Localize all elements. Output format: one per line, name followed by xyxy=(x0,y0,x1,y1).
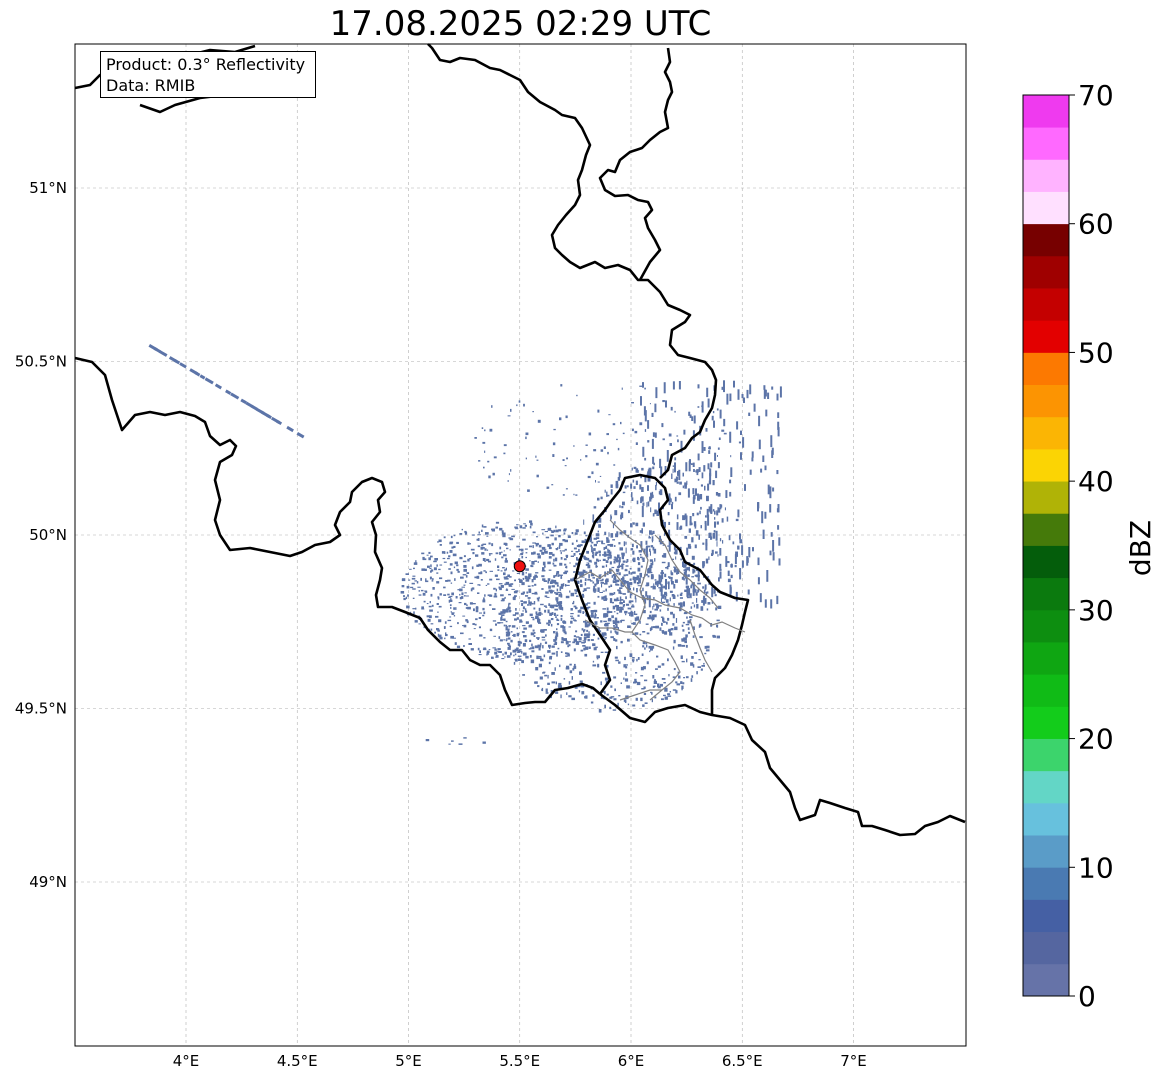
radar-site-dot xyxy=(513,560,526,573)
colorbar-segment xyxy=(1023,706,1069,739)
border-nl-pocket xyxy=(598,47,674,281)
colorbar-segment xyxy=(1023,127,1069,160)
lon-tick-label: 6°E xyxy=(618,1052,645,1070)
colorbar-tick-label: 20 xyxy=(1078,723,1114,756)
longitude-ticks: 4°E 4.5°E 5°E 5.5°E 6°E 6.5°E 7°E xyxy=(173,1052,867,1070)
colorbar-segment xyxy=(1023,770,1069,804)
lat-tick-label: 50°N xyxy=(29,526,67,544)
lon-tick-label: 6.5°E xyxy=(722,1052,763,1070)
colorbar-segment xyxy=(1023,545,1069,579)
lon-tick-label: 4°E xyxy=(173,1052,200,1070)
colorbar-segment xyxy=(1023,931,1069,965)
colorbar-segment xyxy=(1023,481,1069,514)
colorbar-segment xyxy=(1023,835,1069,868)
colorbar-segment xyxy=(1023,352,1069,386)
colorbar-tick-label: 0 xyxy=(1078,980,1096,1013)
colorbar-segment xyxy=(1023,191,1069,225)
colorbar-segment xyxy=(1023,899,1069,933)
colorbar-tick-label: 40 xyxy=(1078,465,1114,498)
colorbar-segment xyxy=(1023,416,1069,450)
colorbar-segment xyxy=(1023,674,1069,707)
colorbar-segment xyxy=(1023,867,1069,900)
radar-site-marker xyxy=(513,560,526,573)
map-title: 17.08.2025 02:29 UTC xyxy=(329,4,712,44)
lon-tick-label: 7°E xyxy=(840,1052,867,1070)
province-borders xyxy=(574,519,746,701)
product-text: Product: 0.3° Reflectivity xyxy=(106,55,306,74)
colorbar-segment xyxy=(1023,963,1069,997)
colorbar-segment xyxy=(1023,288,1069,321)
latitude-ticks: 51°N 50.5°N 50°N 49.5°N 49°N xyxy=(15,179,67,891)
colorbar-segment xyxy=(1023,802,1069,836)
colorbar-tick-label: 50 xyxy=(1078,336,1114,369)
colorbar-segment xyxy=(1023,223,1069,257)
graticule xyxy=(75,44,966,1046)
lat-tick-label: 51°N xyxy=(29,179,67,197)
colorbar-segment xyxy=(1023,320,1069,353)
lon-tick-label: 5°E xyxy=(395,1052,422,1070)
colorbar-tick-label: 10 xyxy=(1078,851,1114,884)
colorbar-segment xyxy=(1023,159,1069,192)
info-box: Product: 0.3° Reflectivity Data: RMIB xyxy=(100,51,316,98)
map-frame xyxy=(74,43,967,1047)
data-source-text: Data: RMIB xyxy=(106,76,196,95)
lat-tick-label: 49.5°N xyxy=(15,700,67,718)
lon-tick-label: 4.5°E xyxy=(277,1052,318,1070)
colorbar-segment xyxy=(1023,448,1069,482)
colorbar-tick-label: 70 xyxy=(1078,79,1114,112)
border-lux-west xyxy=(573,473,750,715)
colorbar-tick-label: 30 xyxy=(1078,594,1114,627)
colorbar-label: dBZ xyxy=(1124,520,1157,576)
colorbar-segment xyxy=(1023,255,1069,289)
border-de-east xyxy=(427,43,718,479)
lat-tick-label: 49°N xyxy=(29,873,67,891)
colorbar-segment xyxy=(1023,95,1069,128)
colorbar-segment xyxy=(1023,577,1069,611)
radar-echoes xyxy=(148,344,782,745)
colorbar-segment xyxy=(1023,513,1069,546)
colorbar-segment xyxy=(1023,609,1069,643)
colorbar-segment xyxy=(1023,642,1069,675)
border-lux-south xyxy=(599,692,966,837)
lon-tick-label: 5.5°E xyxy=(499,1052,540,1070)
colorbar-segment xyxy=(1023,738,1069,772)
colorbar-tick-label: 60 xyxy=(1078,208,1114,241)
colorbar-segment xyxy=(1023,384,1069,418)
colorbar: 0 10 20 30 40 50 60 70 xyxy=(1022,79,1114,1013)
border-be-fr-west xyxy=(74,356,601,707)
lat-tick-label: 50.5°N xyxy=(15,353,67,371)
